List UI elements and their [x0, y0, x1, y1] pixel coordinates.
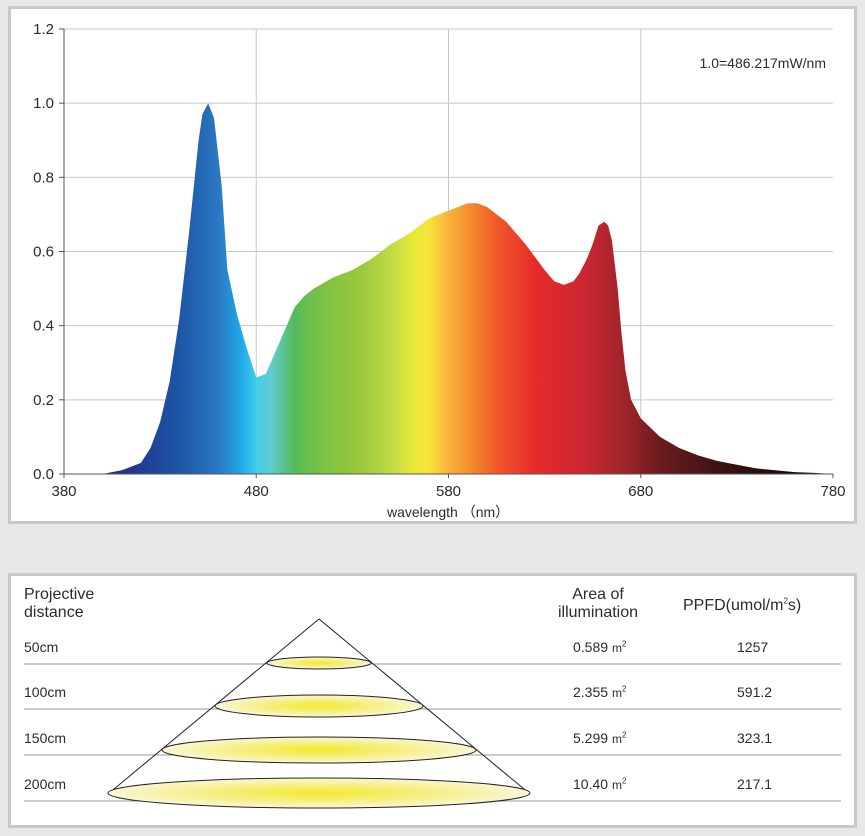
illumination-ellipse [107, 777, 531, 809]
illumination-ellipse [214, 694, 424, 718]
header-ppfd-prefix: PPFD(umol/m [683, 597, 784, 614]
y-tick-label: 0.0 [33, 466, 54, 483]
header-ppfd-suffix: s) [787, 597, 802, 614]
y-tick-label: 1.2 [33, 21, 54, 38]
row-ppfd: 217.1 [737, 776, 773, 792]
header-distance-line1: Projective [24, 586, 95, 603]
row-area-unit: m [611, 778, 622, 792]
x-tick-label: 580 [436, 483, 461, 500]
row-area: 0.589 m2 [573, 639, 626, 655]
row-area: 10.40 m2 [573, 776, 626, 792]
row-ppfd: 1257 [737, 639, 769, 655]
header-ppfd: PPFD(umol/m2s) [683, 597, 801, 615]
x-tick-label: 380 [51, 483, 76, 500]
chart-annotation: 1.0=486.217mW/nm [699, 55, 826, 71]
x-tick-label: 680 [628, 483, 653, 500]
row-ppfd: 323.1 [737, 730, 773, 746]
y-tick-label: 0.2 [33, 392, 54, 409]
row-area: 2.355 m2 [573, 684, 626, 700]
row-area-value: 0.589 [573, 639, 612, 655]
header-area-line1: Area of [572, 586, 624, 603]
row-area-unit-sup: 2 [621, 776, 627, 786]
row-area-value: 5.299 [573, 730, 612, 746]
header-distance-line2: distance [24, 604, 84, 621]
illumination-ellipse [266, 656, 372, 670]
y-tick-label: 0.8 [33, 169, 54, 186]
row-area-unit-sup: 2 [621, 684, 627, 694]
row-area-unit-sup: 2 [621, 639, 627, 649]
header-ppfd-sup: 2 [783, 596, 788, 606]
y-tick-label: 0.6 [33, 244, 54, 261]
row-area-unit: m [611, 641, 622, 655]
spectrum-chart: 0.0 0.2 0.4 0.6 0.8 1.0 1.2 380 480 580 680 780 [33, 21, 845, 500]
row-area: 5.299 m2 [573, 730, 626, 746]
row-area-unit: m [611, 732, 622, 746]
row-area-unit-sup: 2 [621, 730, 627, 740]
row-area-unit: m [611, 686, 622, 700]
header-area: Area of illumination [548, 586, 648, 622]
spectrum-area [64, 103, 833, 474]
spectrum-chart-panel: 0.0 0.2 0.4 0.6 0.8 1.0 1.2 380 480 580 680 780 1.0… [8, 6, 857, 524]
row-distance: 150cm [24, 730, 67, 746]
illumination-table-panel: Projective distance Area of illumination… [8, 573, 857, 828]
header-area-line2: illumination [557, 604, 639, 621]
row-area-value: 2.355 [573, 684, 612, 700]
header-distance: Projective distance [24, 586, 94, 622]
row-area-value: 10.40 [573, 776, 612, 792]
row-ppfd: 591.2 [737, 684, 773, 700]
x-tick-label: 480 [244, 483, 269, 500]
row-distance: 200cm [24, 776, 67, 792]
x-tick-label: 780 [820, 483, 845, 500]
row-distance: 50cm [24, 639, 59, 655]
illumination-ellipse [161, 736, 477, 764]
y-tick-label: 0.4 [33, 318, 54, 335]
row-distance: 100cm [24, 684, 67, 700]
light-cone-diagram [24, 618, 841, 809]
cone-outline [107, 618, 531, 795]
x-axis-label: wavelength （nm） [387, 504, 510, 520]
y-tick-label: 1.0 [33, 95, 54, 112]
